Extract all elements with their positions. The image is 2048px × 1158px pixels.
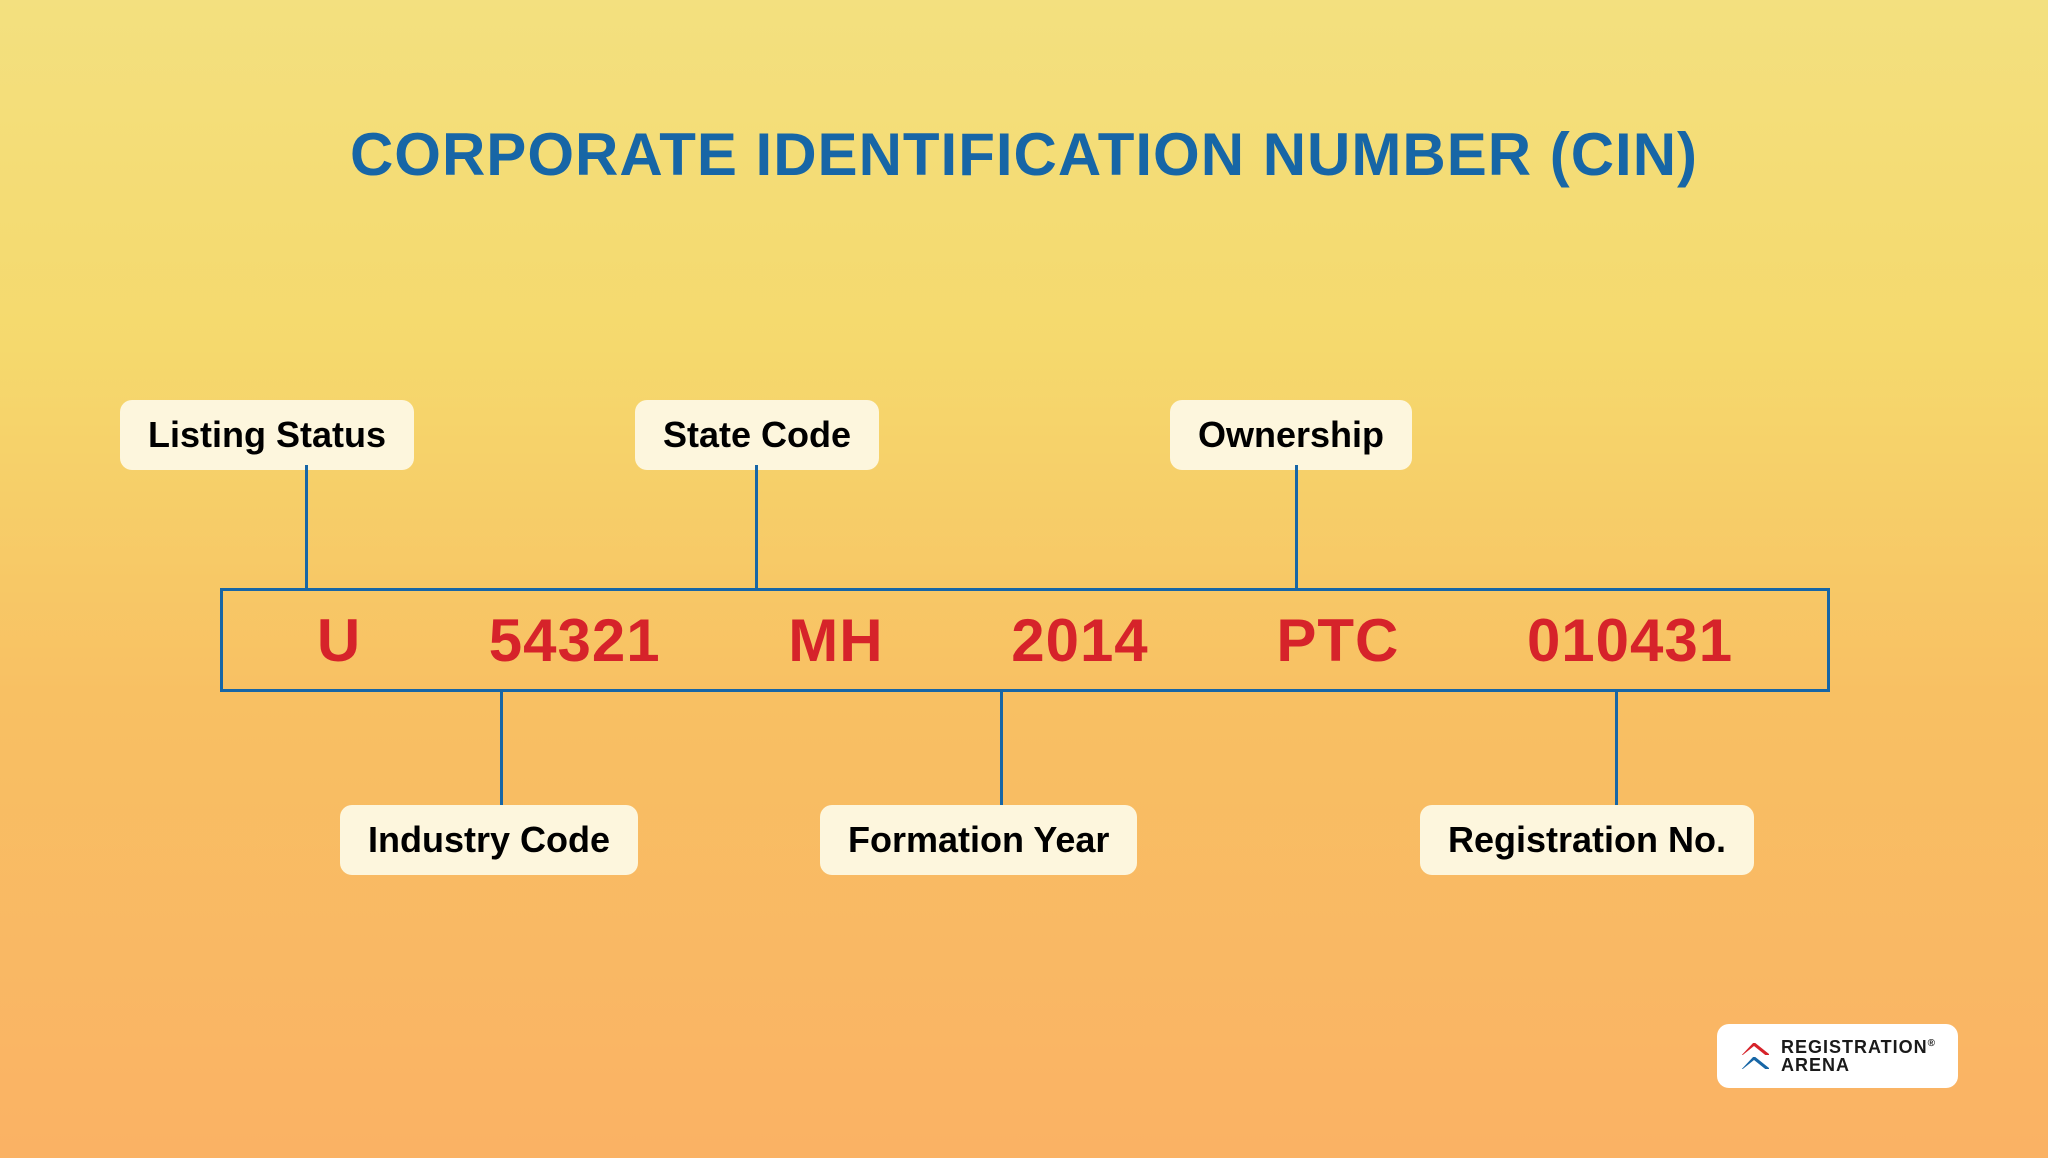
connector-5 xyxy=(1615,692,1618,805)
cin-segment-3: 2014 xyxy=(1011,606,1148,675)
logo-text: REGISTRATION® ARENA xyxy=(1781,1038,1936,1074)
cin-segment-2: MH xyxy=(788,606,883,675)
label-ownership: Ownership xyxy=(1170,400,1412,470)
connector-2 xyxy=(755,465,758,588)
logo-line-1: REGISTRATION® xyxy=(1781,1038,1936,1056)
cin-segment-5: 010431 xyxy=(1527,606,1733,675)
connector-3 xyxy=(1000,692,1003,805)
connector-0 xyxy=(305,465,308,588)
cin-segment-0: U xyxy=(317,606,361,675)
label-listing-status: Listing Status xyxy=(120,400,414,470)
cin-box: U 54321 MH 2014 PTC 010431 xyxy=(220,588,1830,692)
logo-line-2: ARENA xyxy=(1781,1056,1936,1074)
connector-4 xyxy=(1295,465,1298,588)
brand-logo: REGISTRATION® ARENA xyxy=(1717,1024,1958,1088)
logo-chevron-icon xyxy=(1739,1043,1769,1069)
cin-segment-4: PTC xyxy=(1276,606,1399,675)
label-state-code: State Code xyxy=(635,400,879,470)
label-formation-year: Formation Year xyxy=(820,805,1137,875)
connector-1 xyxy=(500,692,503,805)
cin-segment-1: 54321 xyxy=(489,606,661,675)
label-registration-no-: Registration No. xyxy=(1420,805,1754,875)
label-industry-code: Industry Code xyxy=(340,805,638,875)
page-title: CORPORATE IDENTIFICATION NUMBER (CIN) xyxy=(350,120,1698,189)
